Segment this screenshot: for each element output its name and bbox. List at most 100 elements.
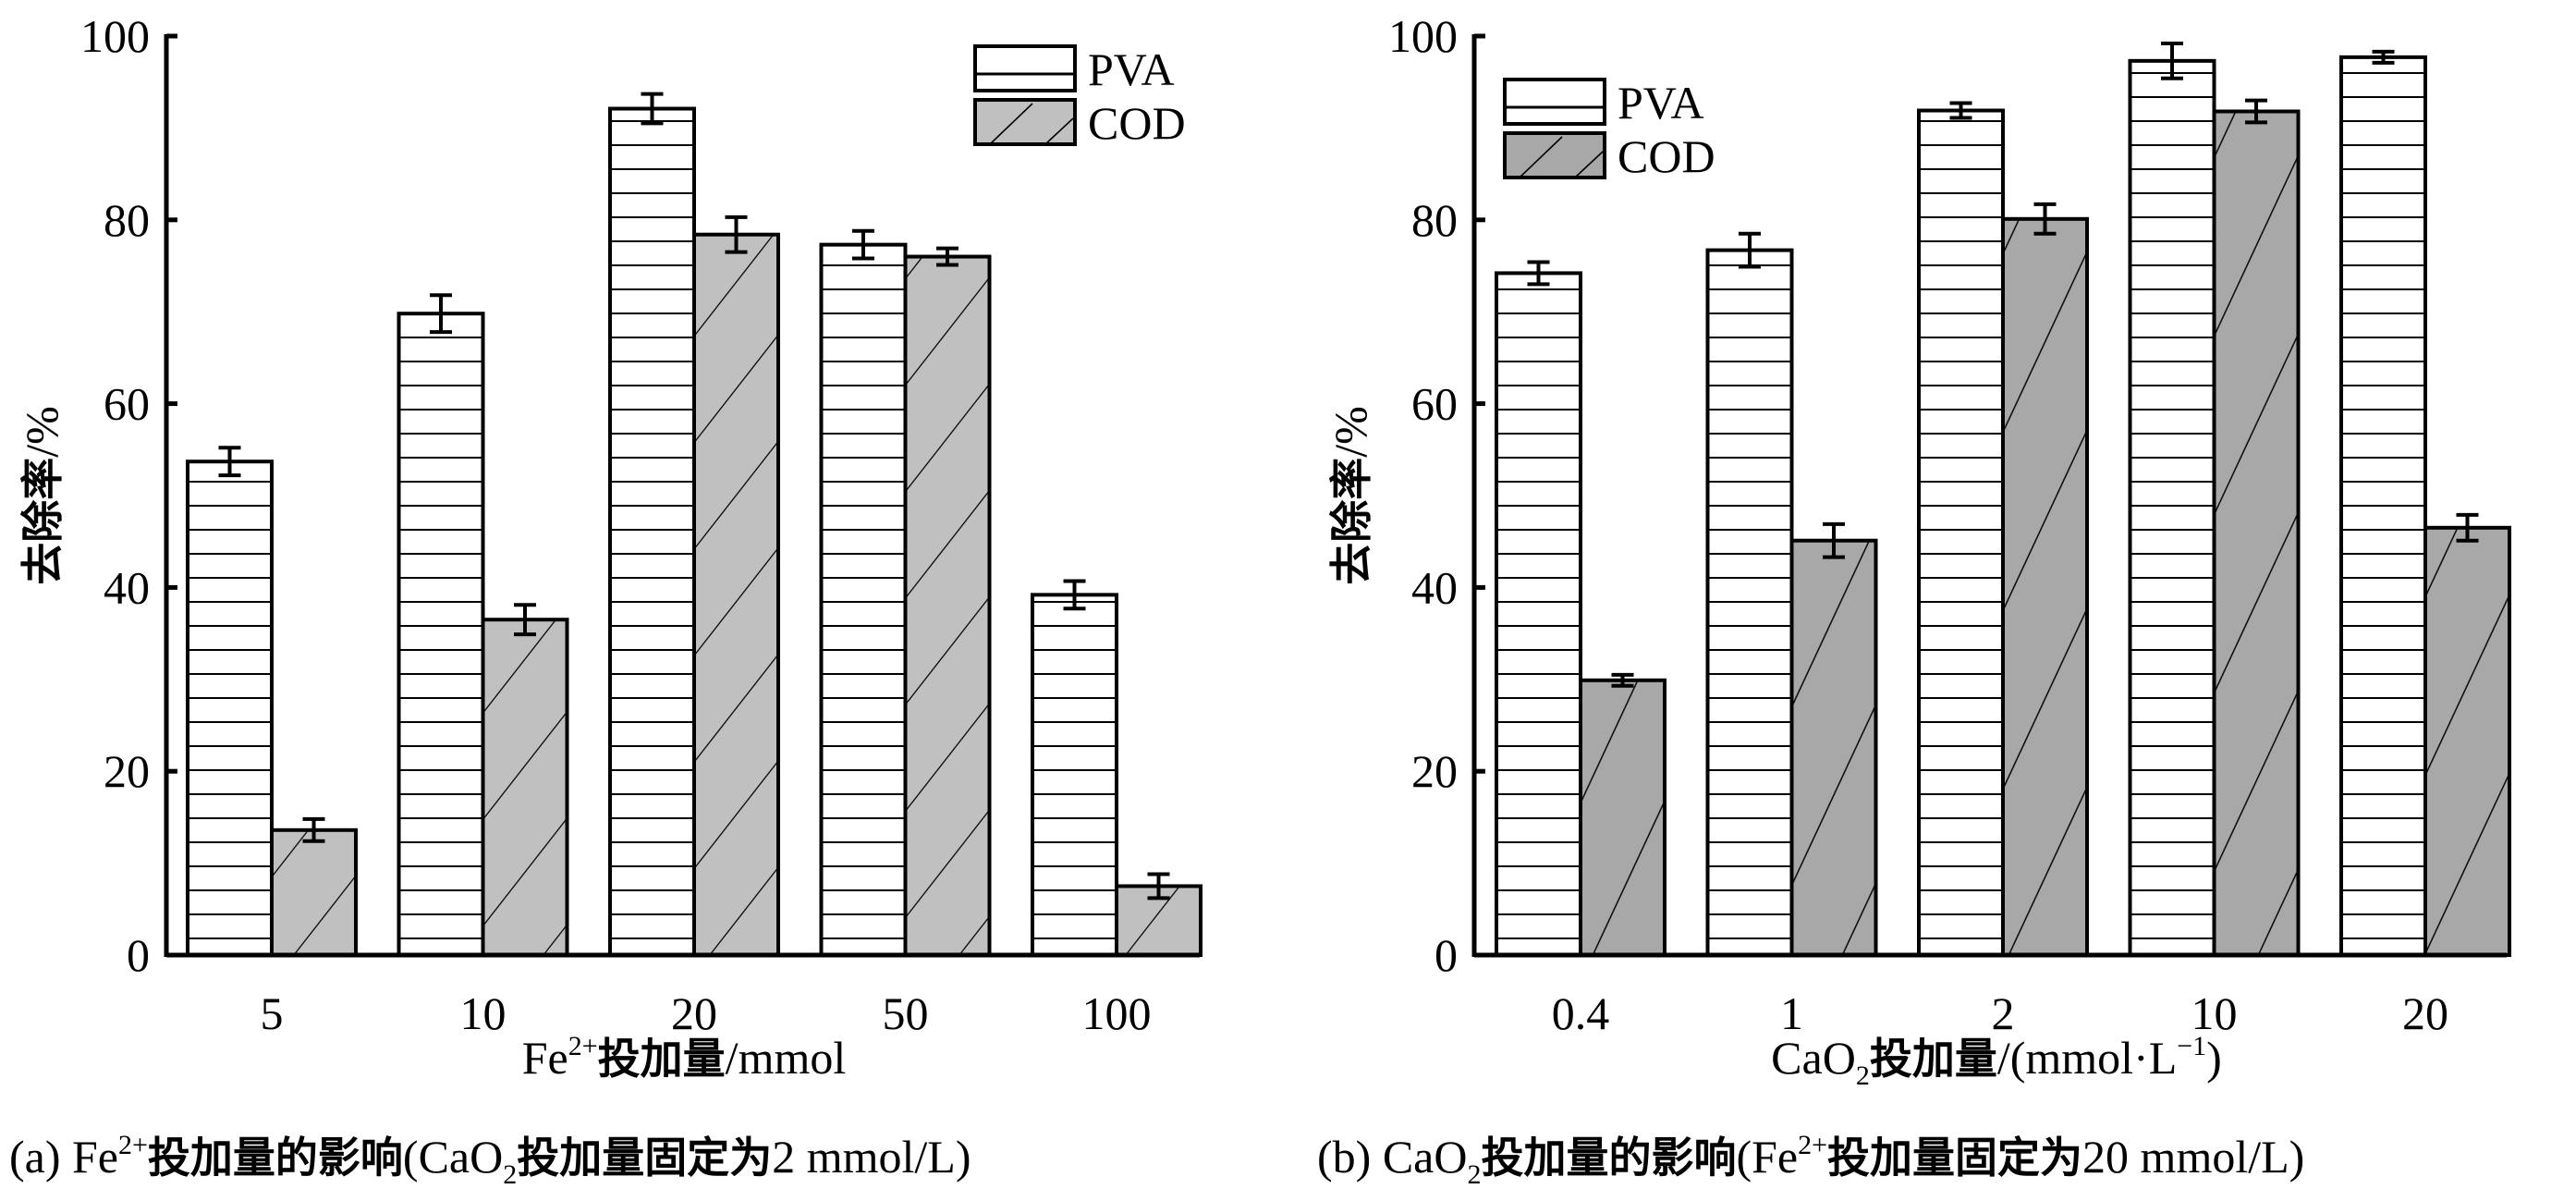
bar-cod-10 (2212, 109, 2301, 958)
bar-cod-1 (1789, 538, 1878, 957)
legend-label-pva: PVA (1618, 77, 1704, 129)
y-tick-label: 20 (1411, 745, 1458, 797)
legend-swatch-cod (973, 98, 1077, 146)
caption-part: (CaO (403, 1131, 503, 1183)
error-bar-pva-2 (1949, 101, 1972, 120)
bar-cod-2 (2001, 216, 2089, 957)
x-tick-label: 2 (1992, 987, 2015, 1039)
x-axis-title: Fe2+投加量/mmol (522, 1031, 847, 1084)
caption-part: 投加量的影响 (148, 1133, 403, 1183)
x-axis-title-part: Fe (522, 1032, 568, 1084)
caption-part: (Fe (1736, 1131, 1798, 1183)
y-axis-title-part: 去除率 (18, 458, 67, 585)
y-tick-label: 0 (127, 929, 150, 981)
bar-pva-2 (1917, 108, 2005, 958)
bar-pva-10 (2128, 58, 2216, 957)
bar-pva-1 (1705, 248, 1794, 957)
y-tick-label: 40 (1411, 561, 1458, 613)
caption-part: 2 (1467, 1159, 1481, 1190)
x-tick-label: 10 (2191, 987, 2238, 1039)
y-tick-label: 80 (104, 194, 150, 246)
error-bar-pva-50 (852, 228, 874, 261)
error-bar-pva-100 (1063, 579, 1086, 611)
error-bar-cod-0_4 (1611, 672, 1634, 688)
y-axis-title-part: /% (1325, 406, 1376, 458)
bar-pva-5 (186, 460, 274, 957)
legend-swatch-cod (1503, 131, 1606, 179)
caption-a: (a) Fe2+投加量的影响(CaO2投加量固定为2 mmol/L) (9, 1130, 971, 1190)
bar-pva-20 (608, 106, 696, 957)
x-tick-label: 20 (2402, 987, 2448, 1039)
caption-part: 投加量固定为 (517, 1133, 772, 1183)
error-bar-pva-10 (2161, 41, 2183, 80)
y-axis-title-part: /% (16, 406, 67, 458)
legend-label-cod: COD (1088, 97, 1186, 149)
legend-label-cod: COD (1618, 130, 1715, 182)
x-axis-title-part: 投加量 (1870, 1034, 1997, 1084)
legend-swatch-pva (973, 44, 1077, 92)
caption-part: 2+ (1798, 1130, 1827, 1160)
bar-cod-0_4 (1579, 678, 1666, 957)
y-tick-label: 100 (1388, 10, 1458, 62)
caption-prefix: (b) (1317, 1131, 1383, 1183)
x-axis-title-part: 投加量 (598, 1034, 726, 1084)
error-bar-cod-1 (1823, 521, 1845, 559)
y-axis-title: 去除率/% (16, 406, 67, 585)
x-tick-label: 5 (261, 987, 284, 1039)
error-bar-cod-10 (514, 603, 536, 637)
bar-pva-50 (819, 242, 908, 957)
caption-part: 2+ (118, 1130, 148, 1160)
error-bar-pva-0_4 (1527, 260, 1550, 287)
bar-cod-20 (692, 232, 780, 958)
caption-part: 20 mmol/L) (2082, 1131, 2304, 1183)
error-bar-pva-1 (1739, 231, 1761, 269)
caption-part: 2 (503, 1159, 517, 1190)
caption-part: 2 mmol/L) (772, 1131, 971, 1183)
error-bar-cod-2 (2033, 202, 2057, 236)
error-bar-pva-5 (218, 446, 241, 478)
y-tick-label: 80 (1411, 194, 1458, 246)
x-axis-title-part: /(mmol·L (1997, 1032, 2177, 1084)
x-axis-title-part: −1 (2177, 1031, 2206, 1061)
error-bar-cod-20 (2456, 512, 2479, 543)
caption-part: Fe (72, 1131, 118, 1183)
legend-swatch-pva (1503, 78, 1606, 126)
x-axis-title: CaO2投加量/(mmol·L−1) (1771, 1031, 2222, 1091)
y-tick-label: 100 (80, 10, 150, 62)
bar-pva-0_4 (1495, 271, 1582, 957)
error-bar-pva-20 (2372, 49, 2395, 65)
legend-label-pva: PVA (1088, 43, 1175, 95)
error-bar-cod-10 (2245, 98, 2267, 125)
chart-panel-b: 0.4 1 2 10 20020406080100去除率/%CaO2投加量/(mmol·… (1317, 10, 2511, 1190)
caption-part: 投加量固定为 (1827, 1133, 2082, 1183)
x-tick-label: 50 (883, 987, 929, 1039)
x-tick-label: 0.4 (1552, 987, 1610, 1039)
caption-part: CaO (1383, 1131, 1468, 1183)
bar-pva-20 (2339, 55, 2427, 957)
x-tick-label: 10 (460, 987, 507, 1039)
y-tick-label: 60 (104, 378, 150, 430)
bar-pva-100 (1031, 593, 1118, 957)
y-tick-label: 60 (1411, 378, 1458, 430)
y-tick-label: 20 (104, 745, 150, 797)
caption-b: (b) CaO2投加量的影响(Fe2+投加量固定为20 mmol/L) (1317, 1130, 2304, 1190)
bar-pva-10 (397, 312, 485, 957)
bar-cod-10 (481, 618, 569, 957)
x-tick-label: 1 (1780, 987, 1803, 1039)
x-axis-title-part: ) (2206, 1032, 2222, 1084)
bar-cod-50 (903, 254, 992, 957)
error-bar-cod-5 (302, 816, 325, 843)
error-bar-cod-100 (1147, 872, 1170, 901)
caption-part: 投加量的影响 (1481, 1133, 1736, 1183)
x-axis-title-part: /mmol (726, 1032, 847, 1084)
x-axis-title-part: 2+ (568, 1031, 598, 1061)
error-bar-cod-50 (936, 246, 958, 267)
x-axis-title-part: CaO (1771, 1032, 1856, 1084)
error-bar-cod-20 (725, 214, 748, 254)
bar-cod-20 (2423, 525, 2511, 957)
y-axis-title-part: 去除率 (1326, 458, 1376, 585)
caption-prefix: (a) (9, 1131, 72, 1183)
